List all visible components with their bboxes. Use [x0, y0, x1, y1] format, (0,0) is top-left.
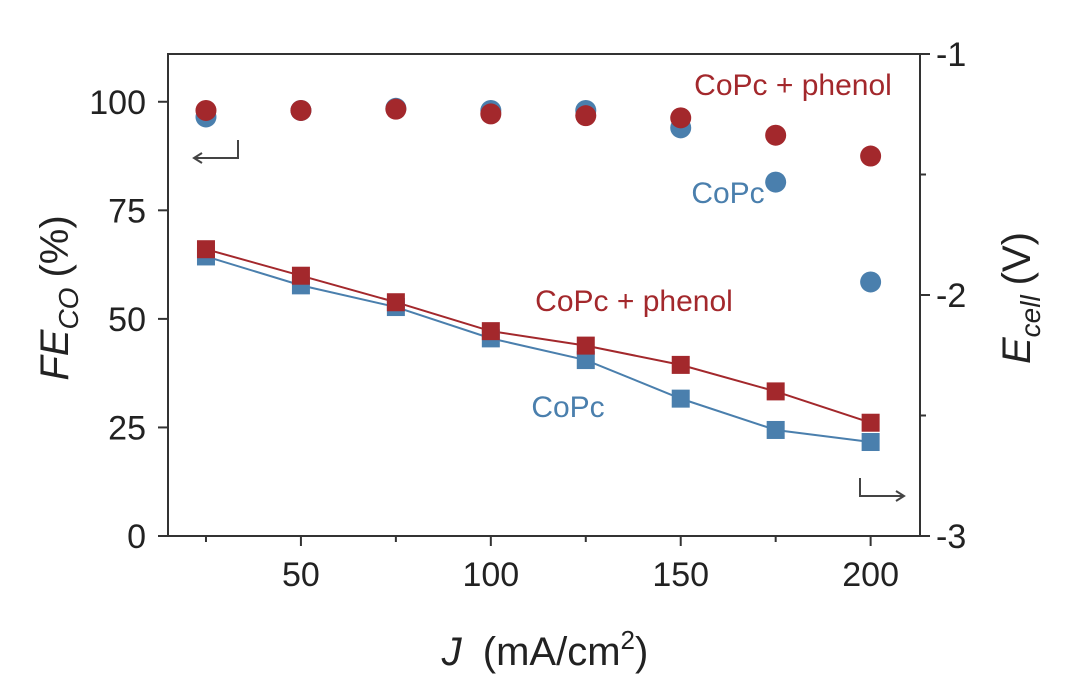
- y-right-tick-label: -2: [936, 277, 966, 315]
- ecell-point-copc: [766, 420, 785, 439]
- left-axis-arrow-icon: [192, 140, 239, 164]
- ecell-point-copc-phenol: [481, 322, 500, 341]
- fe-label-copc: CoPc: [691, 177, 764, 210]
- x-axis-label: J (mA/cm2): [441, 625, 649, 674]
- fe-point-copc-phenol: [765, 124, 787, 146]
- x-tick-label: 50: [282, 556, 320, 594]
- ecell-label-copc: CoPc: [531, 391, 604, 424]
- ecell-point-copc-phenol: [576, 336, 595, 355]
- fe-point-copc: [765, 171, 787, 193]
- ecell-point-copc-phenol: [766, 382, 785, 401]
- y-left-axis-label: FECO(%): [33, 215, 84, 380]
- y-left-tick-label: 25: [108, 409, 146, 447]
- fe-point-copc-phenol: [860, 145, 882, 167]
- ecell-point-copc-phenol: [386, 293, 405, 312]
- ecell-point-copc-phenol: [861, 413, 880, 432]
- x-tick-label: 200: [842, 556, 899, 594]
- fe-point-copc: [860, 271, 882, 293]
- y-right-axis-label: Ecell(V): [995, 232, 1046, 364]
- ecell-point-copc: [576, 351, 595, 370]
- series-line-copc: [205, 255, 871, 444]
- fe-point-copc-phenol: [670, 107, 692, 129]
- y-right-tick-label: -3: [936, 518, 966, 556]
- ecell-label-copc-phenol: CoPc + phenol: [535, 285, 733, 318]
- fe-point-copc-phenol: [195, 99, 217, 121]
- y-left-tick-label: 50: [108, 301, 146, 339]
- fe-point-copc-phenol: [385, 98, 407, 120]
- x-tick-label: 150: [652, 556, 709, 594]
- ecell-point-copc-phenol: [291, 266, 310, 285]
- series-line-copc-phenol: [205, 248, 871, 424]
- y-left-tick-label: 100: [89, 84, 146, 122]
- y-left-tick-label: 0: [127, 518, 146, 556]
- fe-point-copc-phenol: [480, 103, 502, 125]
- fe-point-copc-phenol: [290, 99, 312, 121]
- right-axis-arrow-icon: [859, 478, 906, 502]
- plot-frame: [167, 53, 921, 537]
- fe-label-copc-phenol: CoPc + phenol: [694, 69, 892, 102]
- ecell-point-copc-phenol: [196, 240, 215, 259]
- fe-point-copc-phenol: [575, 105, 597, 127]
- y-left-tick-label: 75: [108, 192, 146, 230]
- ecell-point-copc: [671, 389, 690, 408]
- x-tick-label: 100: [462, 556, 519, 594]
- ecell-point-copc-phenol: [671, 355, 690, 374]
- ecell-point-copc: [861, 433, 880, 452]
- y-right-tick-label: -1: [936, 36, 966, 74]
